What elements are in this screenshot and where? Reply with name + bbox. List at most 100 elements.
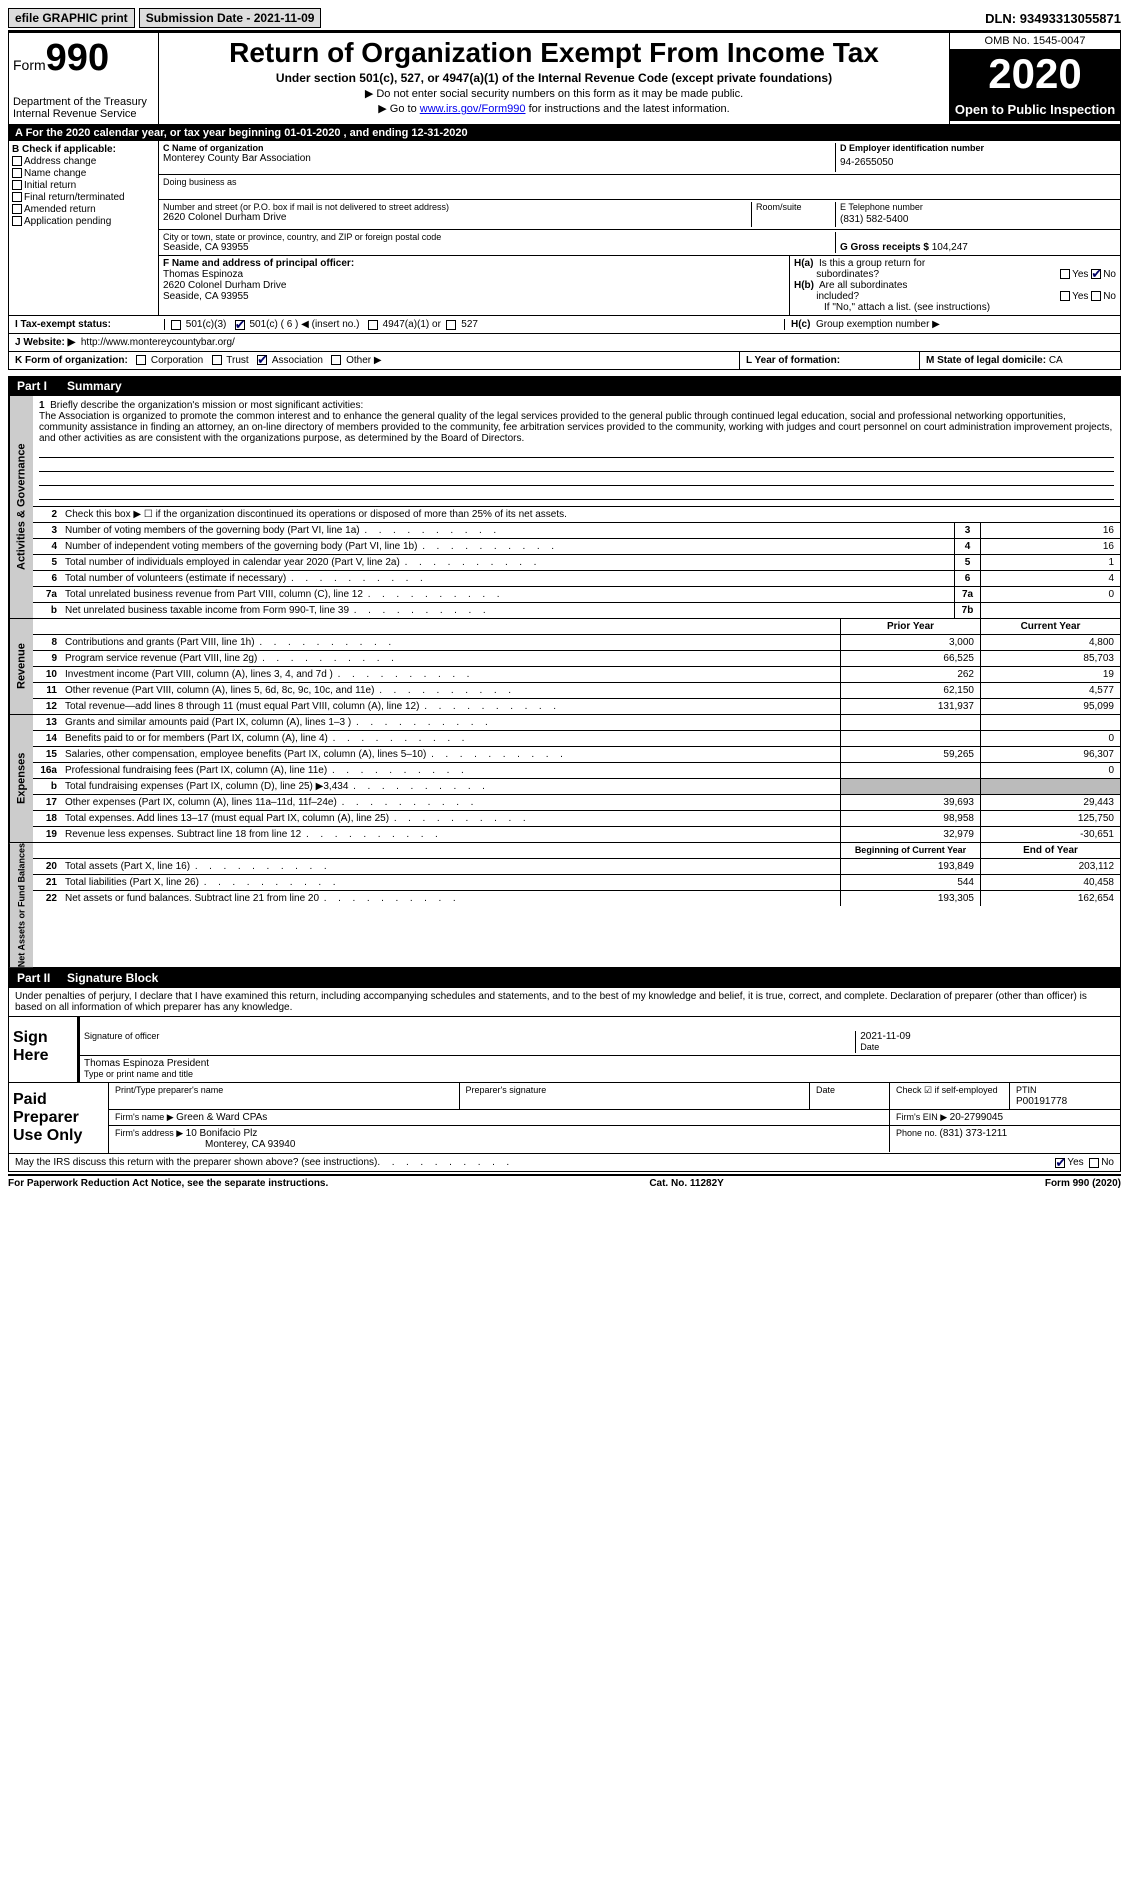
summary-row: bNet unrelated business taxable income f…	[33, 603, 1120, 618]
cat-no: Cat. No. 11282Y	[328, 1178, 1045, 1189]
summary-row: 19Revenue less expenses. Subtract line 1…	[33, 827, 1120, 842]
summary-row: 16aProfessional fundraising fees (Part I…	[33, 763, 1120, 779]
header-info-table: B Check if applicable: Address change Na…	[8, 141, 1121, 316]
efile-button[interactable]: efile GRAPHIC print	[8, 8, 135, 28]
city-state-zip: Seaside, CA 93955	[163, 242, 831, 253]
form-footer: Form 990 (2020)	[1045, 1178, 1121, 1189]
exp-label: Expenses	[9, 715, 33, 842]
j-label: J Website: ▶	[15, 337, 75, 348]
summary-row: 12Total revenue—add lines 8 through 11 (…	[33, 699, 1120, 714]
chk-501c3[interactable]	[171, 320, 181, 330]
ein: 94-2655050	[840, 153, 1116, 172]
form-subtitle: Under section 501(c), 527, or 4947(a)(1)…	[163, 71, 945, 85]
submission-date: Submission Date - 2021-11-09	[139, 8, 322, 28]
phone-label: E Telephone number	[840, 202, 1116, 212]
summary-row: 9Program service revenue (Part VIII, lin…	[33, 651, 1120, 667]
irs-link[interactable]: www.irs.gov/Form990	[420, 103, 526, 115]
chk-discuss-no[interactable]	[1089, 1158, 1099, 1168]
gross-receipts-label: G Gross receipts $	[840, 242, 932, 253]
chk-527[interactable]	[446, 320, 456, 330]
chk-amended[interactable]: Amended return	[12, 204, 155, 215]
part2-header: Part IISignature Block	[8, 968, 1121, 988]
hb-row: H(b) Are all subordinates included? Yes …	[794, 280, 1116, 302]
m-state: CA	[1049, 355, 1063, 366]
q1-label: Briefly describe the organization's miss…	[50, 400, 363, 411]
org-name-label: C Name of organization	[163, 143, 831, 153]
top-bar: efile GRAPHIC print Submission Date - 20…	[8, 8, 1121, 32]
summary-row: 13Grants and similar amounts paid (Part …	[33, 715, 1120, 731]
q2-text: Check this box ▶ ☐ if the organization d…	[61, 507, 1120, 522]
sig-officer-label: Signature of officer	[84, 1031, 159, 1041]
hc-row: H(c) Group exemption number ▶	[784, 319, 1114, 330]
summary-row: 6Total number of volunteers (estimate if…	[33, 571, 1120, 587]
typed-name: Thomas Espinoza President	[84, 1058, 209, 1069]
part1-header: Part ISummary	[8, 376, 1121, 396]
firm-ein: 20-2799045	[950, 1112, 1003, 1123]
officer-addr1: 2620 Colonel Durham Drive	[163, 280, 785, 291]
omb-number: OMB No. 1545-0047	[950, 33, 1120, 50]
ha-row: H(a) Is this a group return for subordin…	[794, 258, 1116, 280]
officer-name: Thomas Espinoza	[163, 269, 785, 280]
chk-4947[interactable]	[368, 320, 378, 330]
firm-name: Green & Ward CPAs	[176, 1112, 267, 1123]
summary-row: 17Other expenses (Part IX, column (A), l…	[33, 795, 1120, 811]
paid-preparer-label: Paid Preparer Use Only	[9, 1083, 109, 1153]
net-assets-section: Net Assets or Fund Balances Beginning of…	[8, 843, 1121, 968]
chk-name-change[interactable]: Name change	[12, 168, 155, 179]
phone: (831) 582-5400	[840, 212, 1116, 227]
ag-label: Activities & Governance	[9, 396, 33, 618]
summary-row: 14Benefits paid to or for members (Part …	[33, 731, 1120, 747]
summary-row: 10Investment income (Part VIII, column (…	[33, 667, 1120, 683]
chk-corp[interactable]	[136, 355, 146, 365]
chk-final-return[interactable]: Final return/terminated	[12, 192, 155, 203]
officer-label: F Name and address of principal officer:	[163, 258, 785, 269]
chk-discuss-yes[interactable]	[1055, 1158, 1065, 1168]
summary-row: 7aTotal unrelated business revenue from …	[33, 587, 1120, 603]
summary-row: 11Other revenue (Part VIII, column (A), …	[33, 683, 1120, 699]
l-label: L Year of formation:	[746, 355, 840, 366]
section-b-label: B Check if applicable:	[12, 144, 155, 155]
chk-initial-return[interactable]: Initial return	[12, 180, 155, 191]
chk-501c[interactable]	[235, 320, 245, 330]
gross-receipts: 104,247	[932, 242, 968, 253]
dept-label: Department of the Treasury Internal Reve…	[13, 96, 154, 120]
dba-label: Doing business as	[163, 177, 1116, 187]
ptin: P00191778	[1016, 1096, 1067, 1107]
eoy-hdr: End of Year	[980, 843, 1120, 858]
summary-row: 22Net assets or fund balances. Subtract …	[33, 891, 1120, 906]
summary-row: bTotal fundraising expenses (Part IX, co…	[33, 779, 1120, 795]
revenue-section: Revenue Prior YearCurrent Year 8Contribu…	[8, 619, 1121, 715]
street-address: 2620 Colonel Durham Drive	[163, 212, 751, 223]
website: http://www.montereycountybar.org/	[81, 337, 235, 348]
curr-year-hdr: Current Year	[980, 619, 1120, 634]
expenses-section: Expenses 13Grants and similar amounts pa…	[8, 715, 1121, 843]
chk-trust[interactable]	[212, 355, 222, 365]
form-note-1: ▶ Do not enter social security numbers o…	[163, 87, 945, 100]
form-header: Form990 Department of the Treasury Inter…	[8, 32, 1121, 125]
dln: DLN: 93493313055871	[985, 11, 1121, 26]
chk-address-change[interactable]: Address change	[12, 156, 155, 167]
summary-row: 15Salaries, other compensation, employee…	[33, 747, 1120, 763]
chk-app-pending[interactable]: Application pending	[12, 216, 155, 227]
boy-hdr: Beginning of Current Year	[840, 843, 980, 858]
summary-row: 3Number of voting members of the governi…	[33, 523, 1120, 539]
firm-addr1: 10 Bonifacio Plz	[186, 1128, 258, 1139]
sig-date-val: 2021-11-09	[860, 1031, 910, 1042]
org-name: Monterey County Bar Association	[163, 153, 831, 164]
open-public: Open to Public Inspection	[950, 98, 1120, 121]
chk-other[interactable]	[331, 355, 341, 365]
activities-governance: Activities & Governance 1 Briefly descri…	[8, 396, 1121, 619]
addr-label: Number and street (or P.O. box if mail i…	[163, 202, 751, 212]
summary-row: 5Total number of individuals employed in…	[33, 555, 1120, 571]
summary-row: 21Total liabilities (Part X, line 26)544…	[33, 875, 1120, 891]
k-label: K Form of organization:	[15, 355, 128, 366]
tax-year: 2020	[950, 50, 1120, 98]
prior-year-hdr: Prior Year	[840, 619, 980, 634]
room-label: Room/suite	[756, 202, 831, 212]
sign-here-label: Sign Here	[9, 1017, 79, 1082]
officer-addr2: Seaside, CA 93955	[163, 291, 785, 302]
firm-addr2: Monterey, CA 93940	[115, 1139, 295, 1150]
perjury-declaration: Under penalties of perjury, I declare th…	[9, 988, 1120, 1017]
hb-note: If "No," attach a list. (see instruction…	[794, 302, 1116, 313]
chk-assoc[interactable]	[257, 355, 267, 365]
